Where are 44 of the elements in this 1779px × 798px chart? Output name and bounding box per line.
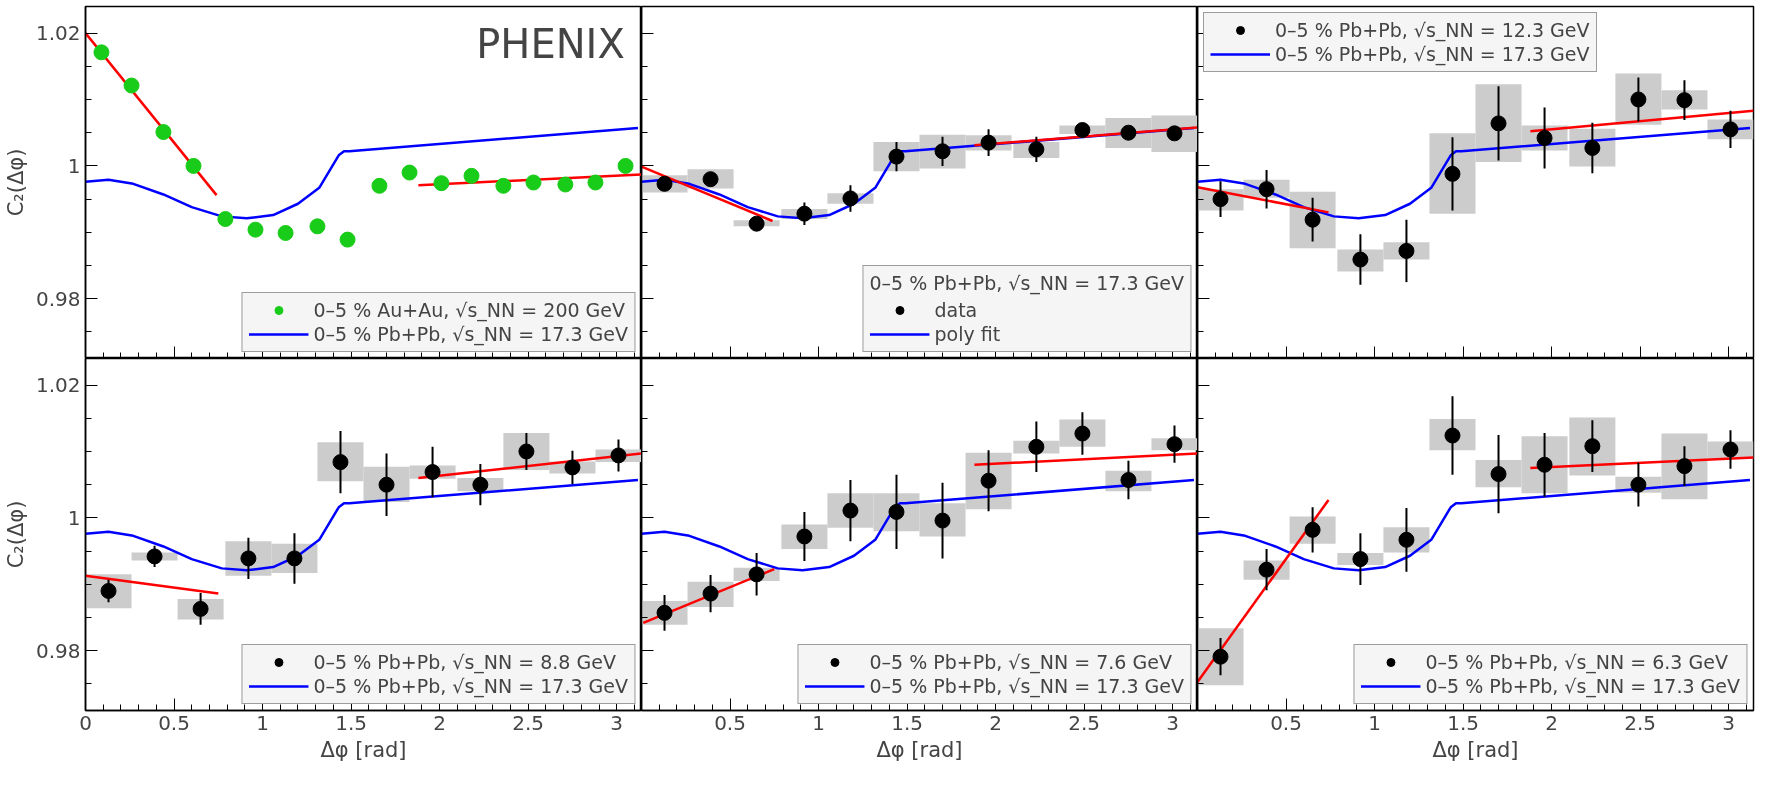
y-axis-title: C₂(Δφ)	[3, 500, 28, 569]
y-tick-label: 1	[67, 505, 81, 530]
legend-label: 0–5 % Pb+Pb, √s_NN = 6.3 GeV	[1425, 651, 1728, 673]
legend-label: 0–5 % Pb+Pb, √s_NN = 12.3 GeV	[1275, 19, 1590, 41]
y-tick-label: 0.98	[35, 638, 81, 663]
legend-title: 0–5 % Pb+Pb, √s_NN = 17.3 GeV	[869, 272, 1184, 294]
legend-label: data	[934, 299, 978, 321]
y-tick-label: 1.02	[35, 21, 81, 46]
legend-label: 0–5 % Pb+Pb, √s_NN = 8.8 GeV	[313, 651, 616, 673]
x-tick-label: 1.5	[335, 710, 368, 735]
x-tick-label: 1	[1368, 710, 1381, 735]
x-tick-label: 2.5	[1624, 710, 1657, 735]
x-tick-label: 1.5	[891, 710, 924, 735]
x-tick-label: 3	[1166, 710, 1180, 735]
y-tick-label: 1.02	[35, 373, 81, 398]
x-tick-label: 1.5	[1447, 710, 1480, 735]
x-tick-label: 0.5	[1270, 710, 1302, 735]
x-axis-title: Δφ [rad]	[1432, 737, 1519, 762]
legend-label: poly fit	[934, 323, 1001, 345]
annotation: PHENIX	[476, 20, 625, 67]
x-axis-title: Δφ [rad]	[876, 737, 963, 762]
x-tick-label: 2	[989, 710, 1003, 735]
y-axis-title: C₂(Δφ)	[3, 148, 28, 217]
y-tick-label: 0.98	[35, 286, 81, 311]
x-axis-title: Δφ [rad]	[320, 737, 407, 762]
legend-label: 0–5 % Pb+Pb, √s_NN = 17.3 GeV	[313, 675, 628, 697]
legend-label: 0–5 % Pb+Pb, √s_NN = 17.3 GeV	[1275, 43, 1590, 65]
legend-label: 0–5 % Pb+Pb, √s_NN = 17.3 GeV	[869, 675, 1184, 697]
x-tick-label: 3	[1722, 710, 1736, 735]
x-tick-label: 2	[433, 710, 447, 735]
legend-label: 0–5 % Pb+Pb, √s_NN = 7.6 GeV	[869, 651, 1172, 673]
x-tick-label: 0	[79, 710, 92, 735]
x-tick-label: 3	[610, 710, 624, 735]
legend-label: 0–5 % Au+Au, √s_NN = 200 GeV	[313, 299, 626, 321]
x-tick-label: 1	[812, 710, 825, 735]
x-tick-label: 2	[1545, 710, 1559, 735]
x-tick-label: 2.5	[512, 710, 545, 735]
legend-label: 0–5 % Pb+Pb, √s_NN = 17.3 GeV	[1425, 675, 1740, 697]
legend-label: 0–5 % Pb+Pb, √s_NN = 17.3 GeV	[313, 323, 628, 345]
x-tick-label: 0.5	[714, 710, 746, 735]
x-tick-label: 2.5	[1068, 710, 1101, 735]
x-tick-label: 0.5	[158, 710, 190, 735]
y-tick-label: 1	[67, 153, 81, 178]
x-tick-label: 1	[256, 710, 269, 735]
